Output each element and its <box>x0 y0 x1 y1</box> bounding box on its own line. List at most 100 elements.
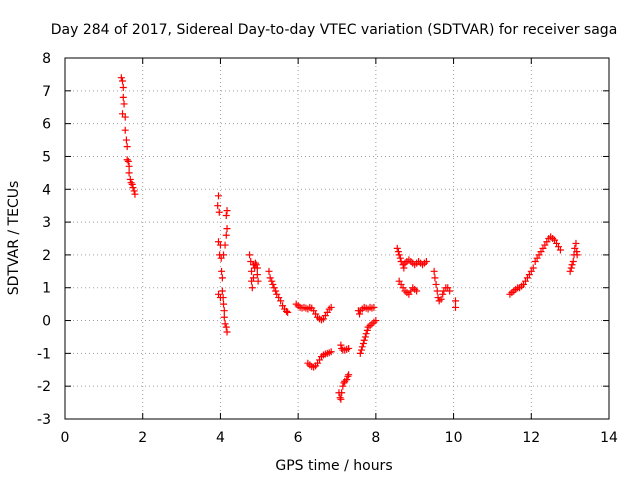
y-tick-label: 5 <box>42 149 51 165</box>
data-point <box>270 284 278 292</box>
data-point <box>556 246 564 254</box>
data-point <box>567 264 575 272</box>
data-point <box>125 169 133 177</box>
data-point <box>126 175 134 183</box>
data-point <box>272 287 280 295</box>
y-tick-label: 2 <box>42 248 51 264</box>
data-point <box>121 113 129 121</box>
data-point <box>337 341 345 349</box>
data-point <box>214 192 222 200</box>
data-point <box>357 346 365 354</box>
x-tick-label: 0 <box>61 430 70 446</box>
y-tick-label: 1 <box>42 281 51 297</box>
y-tick-label: 7 <box>42 84 51 100</box>
data-point <box>119 77 127 85</box>
data-point <box>218 287 226 295</box>
data-point <box>431 274 439 282</box>
data-point <box>222 212 230 220</box>
data-point <box>121 126 129 134</box>
data-point <box>122 136 130 144</box>
data-point <box>221 241 229 249</box>
data-point <box>284 308 292 316</box>
data-point <box>432 280 440 288</box>
y-tick-label: 0 <box>42 314 51 330</box>
data-point <box>439 290 447 298</box>
data-point <box>452 303 460 311</box>
data-point <box>220 313 228 321</box>
data-point <box>221 320 229 328</box>
y-tick-label: -3 <box>37 412 51 428</box>
data-point <box>248 267 256 275</box>
data-point <box>268 277 276 285</box>
data-point <box>253 271 261 279</box>
data-point <box>130 187 138 195</box>
data-point <box>336 394 344 402</box>
data-point <box>129 184 137 192</box>
data-point <box>345 371 353 379</box>
data-point <box>413 287 421 295</box>
y-tick-label: 4 <box>42 182 51 198</box>
data-point <box>223 207 231 215</box>
x-tick-label: 8 <box>371 430 380 446</box>
y-tick-label: 8 <box>42 51 51 67</box>
data-point <box>345 344 353 352</box>
data-point <box>223 225 231 233</box>
data-point <box>358 343 366 351</box>
data-point <box>356 349 364 357</box>
y-tick-label: -2 <box>37 379 51 395</box>
data-point <box>119 93 127 101</box>
data-point <box>282 307 290 315</box>
data-point <box>396 254 404 262</box>
data-point <box>568 261 576 269</box>
data-point <box>400 264 408 272</box>
data-point <box>249 274 257 282</box>
data-point <box>452 297 460 305</box>
data-point <box>437 295 445 303</box>
data-point <box>327 303 335 311</box>
plot-frame <box>64 57 610 420</box>
data-point <box>356 310 364 318</box>
data-point <box>337 395 345 403</box>
x-tick-label: 14 <box>600 430 618 446</box>
y-tick-label: -1 <box>37 346 51 362</box>
data-point <box>124 157 132 165</box>
data-point <box>430 267 438 275</box>
data-point <box>344 372 352 380</box>
data-point <box>131 190 139 198</box>
data-point <box>277 297 285 305</box>
data-point <box>359 340 367 348</box>
data-point <box>222 231 230 239</box>
data-point <box>363 326 371 334</box>
data-point <box>370 303 378 311</box>
data-point <box>529 264 537 272</box>
data-point <box>220 251 228 259</box>
data-point <box>117 74 125 82</box>
x-axis-label: GPS time / hours <box>275 458 392 474</box>
y-axis-label: SDTVAR / TECUs <box>6 181 22 296</box>
data-point <box>339 382 347 390</box>
data-point <box>434 294 442 302</box>
data-point <box>569 257 577 265</box>
chart-title: Day 284 of 2017, Sidereal Day-to-day VTE… <box>51 22 618 38</box>
data-point <box>222 323 230 331</box>
data-point <box>573 251 581 259</box>
data-point <box>215 208 223 216</box>
data-point <box>219 294 227 302</box>
y-tick-label: 3 <box>42 215 51 231</box>
data-point <box>251 259 259 267</box>
data-point <box>120 100 128 108</box>
data-point <box>265 267 273 275</box>
data-point <box>422 257 430 265</box>
data-points <box>117 74 581 403</box>
data-point <box>218 274 226 282</box>
data-point <box>572 239 580 247</box>
data-point <box>252 261 260 269</box>
data-point <box>128 180 136 188</box>
grid <box>65 58 609 419</box>
x-tick-label: 2 <box>138 430 147 446</box>
data-point <box>253 264 261 272</box>
y-tick-labels: -3 -2 -1 0 1 2 3 4 5 6 7 8 <box>37 51 51 428</box>
data-point <box>566 267 574 275</box>
data-point <box>360 336 368 344</box>
